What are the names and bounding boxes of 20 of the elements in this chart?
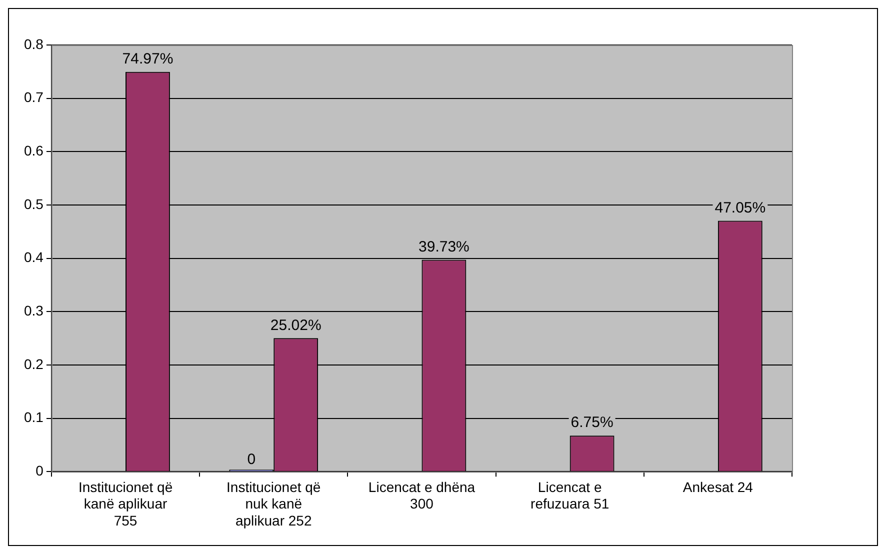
x-tick-label: Licencat e dhëna 300 [368,478,476,512]
y-tick-label: 0.1 [24,409,44,426]
y-tick-label: 0.2 [24,356,44,372]
y-tick-label: 0.3 [24,302,44,318]
y-tick-label: 0.6 [24,142,44,159]
y-tick-label: 0 [36,462,44,478]
y-tick-label: 0.4 [24,249,44,266]
data-label: 39.73% [418,238,470,256]
y-tick-label: 0.8 [24,36,44,52]
data-label: 74.97% [122,50,174,68]
data-label: 0 [247,451,256,468]
y-tick-label: 0.5 [24,196,44,212]
x-tick-label: Institucionet që kanë aplikuar 755 [78,478,173,528]
data-label: 47.05% [714,199,766,216]
data-label: 6.75% [570,414,614,432]
x-tick-label: Institucionet që nuk kanë aplikuar 252 [226,478,321,528]
x-tick-label: Licencat e refuzuara 51 [530,478,610,512]
y-tick-label: 0.7 [24,89,44,106]
data-label: 25.02% [270,316,322,334]
x-tick-label: Ankesat 24 [682,478,754,495]
